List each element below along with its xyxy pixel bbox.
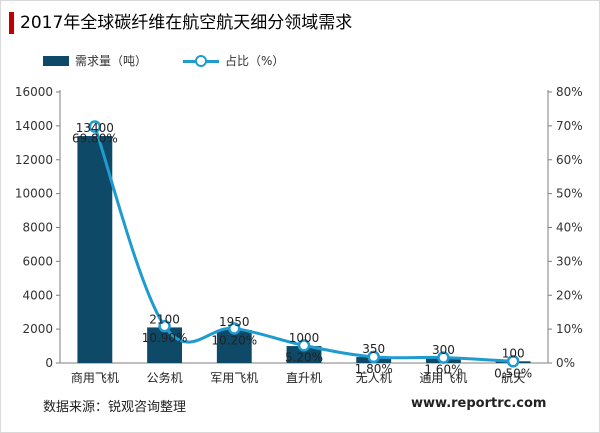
line-data-label: 1.80%: [355, 362, 393, 376]
bar-data-label: 13400: [76, 121, 114, 135]
share-point: [158, 319, 171, 333]
x-tick-label: 直升机: [286, 371, 322, 385]
share-point: [88, 120, 102, 133]
share-point: [228, 322, 241, 335]
y-left-tick-label: 2000: [22, 322, 53, 336]
y-left-tick-label: 6000: [22, 254, 53, 268]
legend-item-share: 占比（%）: [183, 52, 284, 69]
y-left-tick-label: 0: [45, 356, 53, 370]
bar-data-label: 350: [362, 342, 385, 356]
title-accent-bar: [9, 12, 14, 34]
y-left-tick-label: 12000: [15, 153, 53, 167]
bar-data-label: 300: [432, 343, 455, 357]
bar-data-label: 100: [502, 346, 525, 360]
y-left-tick-label: 14000: [15, 119, 53, 133]
y-right-tick-label: 20%: [556, 288, 583, 302]
y-right-tick-label: 70%: [556, 119, 583, 133]
bar-data-label: 1000: [289, 331, 320, 345]
y-right-tick-label: 40%: [556, 221, 583, 235]
y-right-tick-label: 10%: [556, 322, 583, 336]
bar: [286, 346, 322, 363]
line-data-label: 1.60%: [424, 363, 462, 377]
legend-line-swatch: [183, 54, 219, 67]
bar: [216, 329, 252, 363]
line-data-label: 69.80%: [72, 132, 118, 146]
y-right-tick-label: 0%: [556, 356, 575, 370]
x-tick-label: 航天: [501, 370, 525, 385]
share-point: [506, 355, 520, 368]
bar-data-label: 2100: [149, 312, 180, 326]
x-tick-label: 商用飞机: [71, 370, 119, 385]
bar-data-label: 1950: [219, 315, 250, 329]
x-tick-label: 军用飞机: [210, 371, 258, 385]
y-left-tick-label: 4000: [22, 288, 53, 302]
bar: [77, 136, 113, 363]
source-note: 数据来源：锐观咨询整理: [43, 400, 187, 415]
x-tick-label: 无人机: [356, 371, 392, 385]
line-data-label: 10.90%: [142, 331, 188, 345]
legend-label-share: 占比（%）: [225, 54, 285, 68]
line-data-label: 0.50%: [494, 366, 532, 380]
y-left-tick-label: 10000: [15, 187, 53, 201]
y-right-tick-label: 80%: [556, 85, 583, 99]
y-right-tick-label: 30%: [556, 254, 583, 268]
line-data-label: 10.20%: [211, 333, 257, 347]
share-point: [297, 339, 311, 352]
legend-label-demand: 需求量（吨）: [75, 54, 148, 68]
x-tick-label: 通用飞机: [419, 371, 467, 385]
share-point: [367, 350, 380, 364]
y-left-tick-label: 8000: [22, 221, 53, 235]
chart-title: 2017年全球碳纤维在航空航天细分领域需求: [20, 13, 353, 33]
bar: [147, 327, 182, 363]
share-point: [437, 351, 450, 364]
legend-item-demand: 需求量（吨）: [43, 52, 147, 69]
y-left-tick-label: 16000: [15, 85, 53, 99]
legend-bar-swatch: [43, 55, 69, 66]
legend: 需求量（吨） 占比（%）: [0, 52, 600, 70]
line-data-label: 5.20%: [285, 350, 323, 364]
y-right-tick-label: 50%: [556, 187, 583, 201]
y-right-tick-label: 60%: [556, 153, 583, 167]
x-tick-label: 公务机: [147, 370, 183, 385]
website-label: www.reportrc.com: [411, 396, 547, 411]
